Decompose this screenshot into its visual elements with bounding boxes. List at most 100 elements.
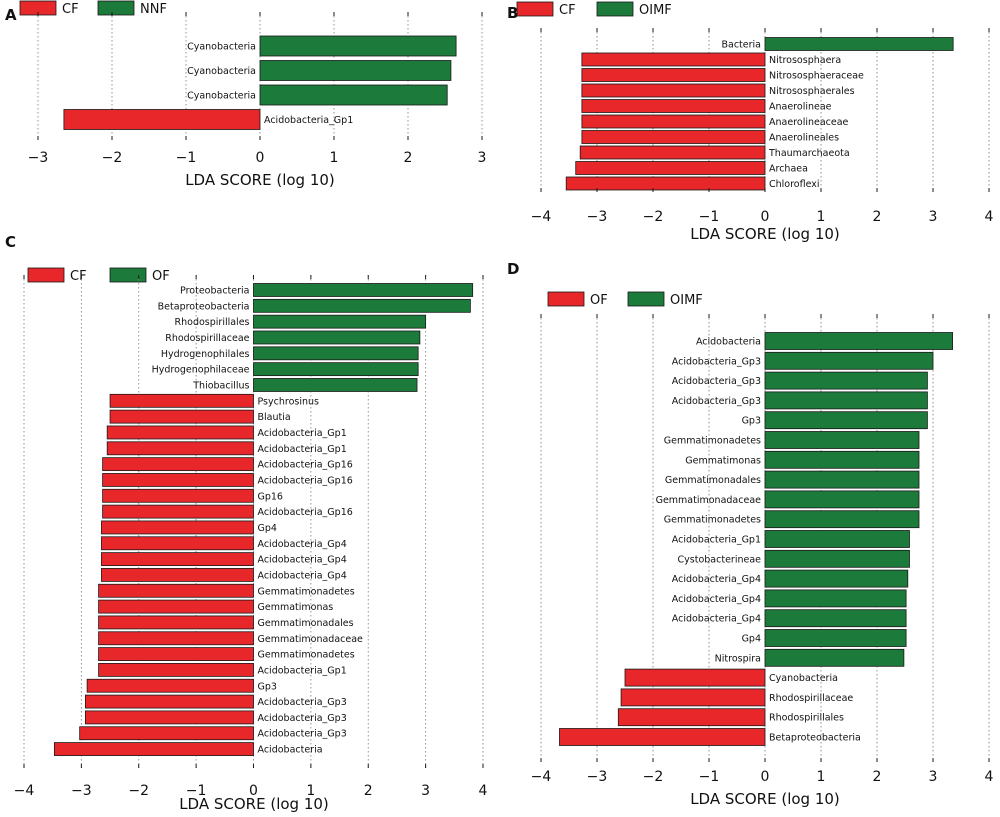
bar — [109, 393, 254, 408]
x-axis-label: LDA SCORE (log 10) — [690, 790, 840, 808]
tick-label: −2 — [102, 150, 123, 166]
bar — [98, 663, 254, 677]
bar-label: Blautia — [258, 412, 291, 423]
bar — [764, 470, 920, 489]
panel-letter: B — [507, 4, 518, 22]
bar — [259, 35, 457, 57]
bar — [764, 332, 954, 350]
bar-label: Gemmatimonadales — [665, 475, 761, 486]
legend-label: OF — [152, 269, 170, 284]
bar — [764, 37, 954, 51]
bar-label: Acidobacteria_Gp4 — [672, 594, 761, 605]
bar-label: Betaproteobacteria — [769, 733, 861, 744]
bar — [764, 450, 920, 469]
legend-label: OIMF — [639, 3, 672, 18]
bar — [581, 52, 766, 67]
bar-label: Acidobacteria_Gp4 — [672, 614, 761, 625]
tick-label: −3 — [71, 783, 92, 799]
bar-label: Cyanobacteria — [187, 66, 256, 77]
bar — [617, 708, 766, 727]
bar — [764, 549, 910, 568]
legend-label: CF — [70, 269, 87, 284]
bar — [764, 609, 907, 628]
bar — [581, 99, 766, 113]
bar-label: Rhodospirillaceae — [769, 693, 853, 704]
bar — [581, 130, 766, 144]
legend-swatch — [627, 291, 665, 307]
bar-label: Gp3 — [258, 681, 277, 692]
bar — [102, 457, 254, 472]
bar — [253, 314, 427, 329]
bar — [98, 599, 254, 614]
bar-label: Acidobacteria_Gp1 — [264, 115, 353, 126]
bar — [764, 411, 928, 430]
bar-label: Acidobacteria_Gp4 — [258, 555, 347, 566]
bar — [579, 145, 766, 160]
bar — [581, 114, 766, 129]
tick-label: 3 — [929, 209, 938, 225]
bar — [101, 552, 254, 567]
bar-label: Thaumarchaeota — [768, 148, 850, 159]
bar — [764, 371, 928, 390]
bar — [253, 330, 421, 345]
bar-label: Acidobacteria_Gp16 — [258, 475, 353, 486]
legend-swatch — [516, 1, 554, 17]
tick-label: 1 — [817, 769, 826, 785]
bar-label: Acidobacteria_Gp4 — [258, 570, 347, 581]
panel-d: D OF OIMF Acidobacteria Acidobacteria_Gp3 Aci… — [507, 260, 994, 808]
bar-label: Gemmatimonadaceae — [656, 495, 762, 506]
legend-swatch — [596, 1, 634, 17]
bar-label: Nitrososphaera — [769, 55, 841, 66]
bar — [253, 362, 419, 377]
tick-label: −4 — [14, 783, 35, 799]
bar — [84, 710, 254, 725]
bar-label: Gemmatimonadetes — [258, 650, 355, 661]
bar-label: Acidobacteria_Gp3 — [258, 713, 347, 724]
bar — [63, 109, 261, 130]
bar — [84, 694, 254, 709]
bar-label: Acidobacteria — [258, 745, 323, 756]
bar — [259, 60, 452, 81]
tick-label: 0 — [249, 783, 258, 799]
tick-label: −1 — [186, 783, 207, 799]
bar-label: Cyanobacteria — [769, 673, 838, 684]
legend-label: CF — [62, 2, 79, 17]
bar-label: Anaerolineaceae — [769, 117, 849, 128]
bar — [764, 351, 934, 370]
bar-label: Gp3 — [742, 416, 761, 427]
legend-label: OF — [590, 293, 608, 308]
bar-label: Acidobacteria_Gp1 — [258, 665, 347, 676]
bar — [98, 583, 254, 598]
tick-label: 1 — [306, 783, 315, 799]
bar-label: Thiobacillus — [192, 380, 249, 391]
bar — [624, 668, 766, 687]
bar — [106, 425, 254, 440]
bar-label: Gemmatimonadales — [258, 618, 354, 629]
bar — [764, 431, 920, 449]
bar-label: Bacteria — [722, 40, 762, 51]
bar-label: Cyanobacteria — [187, 42, 256, 53]
bar — [101, 536, 254, 551]
bar-label: Nitrososphaeraceae — [769, 71, 864, 82]
legend-label: NNF — [140, 2, 167, 17]
bar — [102, 488, 254, 503]
bar-label: Rhodospirillales — [175, 317, 250, 328]
bar-label: Gemmatimonadetes — [258, 586, 355, 597]
bar-label: Gemmatimonas — [685, 455, 761, 466]
tick-label: 2 — [873, 209, 882, 225]
bar — [764, 648, 905, 667]
bar-label: Rhodospirillales — [769, 713, 844, 724]
bar — [581, 83, 766, 98]
tick-label: 2 — [873, 769, 882, 785]
bar — [253, 378, 418, 392]
bar-label: Chloroflexi — [769, 179, 820, 190]
tick-label: −4 — [531, 769, 552, 785]
bar-label: Acidobacteria_Gp16 — [258, 507, 353, 518]
bar — [764, 510, 920, 529]
bar — [98, 647, 254, 661]
bar — [109, 409, 254, 424]
tick-label: 4 — [479, 783, 488, 799]
bar — [559, 728, 766, 746]
tick-label: −2 — [643, 209, 664, 225]
